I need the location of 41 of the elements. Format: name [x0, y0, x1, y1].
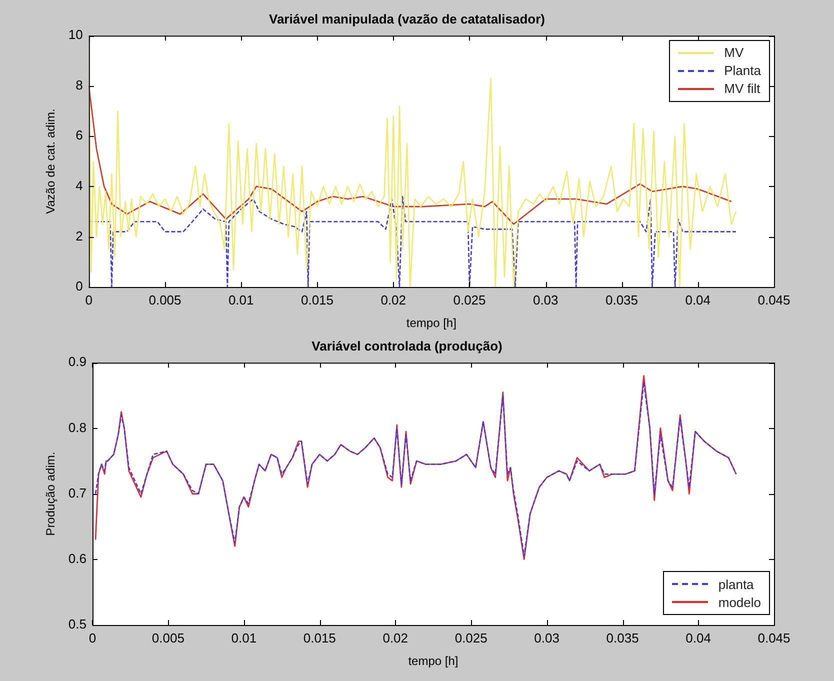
y-tick-label: 2 — [76, 228, 83, 244]
y-tick-label: 0.6 — [68, 550, 86, 566]
y-tick-label: 0.8 — [68, 420, 86, 435]
x-tick-label: 0.005 — [152, 630, 184, 646]
x-tick-label: 0.025 — [453, 292, 486, 308]
y-tick-label: 6 — [76, 128, 83, 143]
x-tick-label: 0.02 — [380, 292, 406, 308]
y-tick-label: 8 — [76, 77, 83, 92]
y-tick-label: 4 — [76, 178, 83, 194]
legend-label: modelo — [718, 594, 761, 610]
x-tick-label: 0.035 — [606, 630, 639, 646]
x-tick-label: 0.02 — [382, 630, 408, 646]
x-tick-label: 0.04 — [685, 292, 711, 308]
x-tick-label: 0.035 — [605, 292, 638, 308]
legend-label: planta — [718, 576, 754, 592]
y-tick-label: 0.9 — [68, 354, 86, 370]
chart-title: Variável manipulada (vazão de catatalisador) — [268, 11, 546, 26]
x-tick-label: 0.01 — [228, 292, 254, 308]
x-axis-title: tempo [h] — [408, 654, 458, 668]
x-tick-label: 0.015 — [303, 630, 336, 646]
x-tick-label: 0.015 — [300, 292, 334, 308]
x-tick-label: 0 — [88, 630, 96, 646]
x-tick-label: 0.04 — [686, 630, 711, 646]
x-tick-label: 0.03 — [534, 630, 560, 646]
x-tick-label: 0.045 — [758, 630, 790, 646]
y-tick-label: 10 — [68, 27, 83, 42]
chart-title: Variável controlada (produção) — [312, 338, 502, 354]
legend-label: Planta — [724, 63, 761, 78]
x-tick-label: 0.025 — [454, 630, 488, 646]
x-tick-label: 0.005 — [148, 292, 182, 308]
y-tick-label: 0.7 — [68, 485, 86, 500]
x-tick-label: 0.01 — [231, 630, 257, 646]
y-axis-title: Produção adim. — [44, 452, 58, 536]
legend-label: MV filt — [724, 81, 760, 96]
y-axis-title: Vazão de cat. adim. — [44, 108, 58, 214]
x-axis-title: tempo [h] — [406, 316, 456, 330]
y-tick-label: 0.5 — [68, 616, 86, 632]
legend-label: MV — [724, 45, 744, 60]
x-tick-label: 0.03 — [532, 292, 558, 308]
y-tick-label: 0 — [76, 278, 83, 294]
x-tick-label: 0.045 — [758, 292, 790, 308]
